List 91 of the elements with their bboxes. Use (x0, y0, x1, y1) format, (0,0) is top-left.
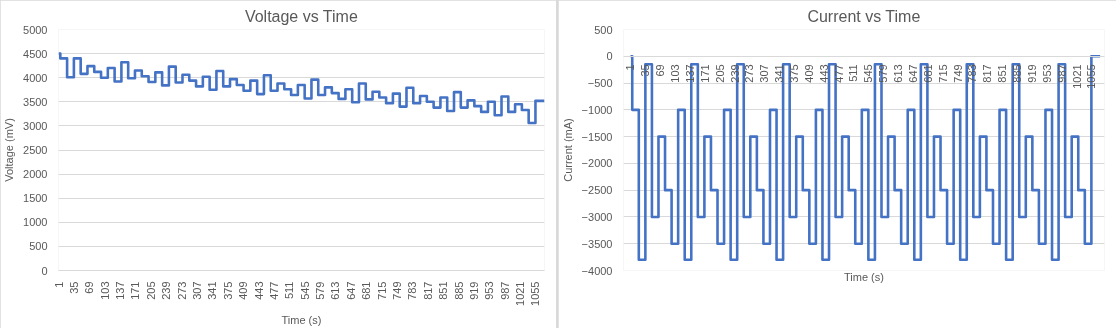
x-tick-label: 307 (190, 281, 203, 300)
x-tick-label: 1055 (529, 281, 542, 306)
x-tick-label: 103 (98, 281, 111, 300)
x-tick-label: 477 (267, 281, 280, 300)
y-tick-label: −1000 (581, 103, 613, 116)
x-tick-label: 409 (237, 281, 250, 300)
x-tick-label: 35 (639, 64, 652, 77)
x-tick-label: 409 (802, 64, 815, 83)
x-tick-label: 1021 (514, 281, 527, 306)
x-tick-label: 749 (951, 64, 964, 83)
chart-title: Voltage vs Time (244, 7, 358, 25)
x-tick-label: 545 (298, 281, 311, 300)
x-tick-label: 1021 (1070, 64, 1083, 89)
y-tick-label: −3500 (581, 237, 613, 250)
y-tick-label: −1500 (581, 130, 613, 143)
x-tick-label: 273 (743, 64, 756, 83)
y-tick-label: 5000 (23, 23, 48, 36)
x-tick-label: 851 (996, 64, 1009, 83)
x-tick-label: 613 (892, 64, 905, 83)
x-tick-label: 579 (877, 64, 890, 83)
y-tick-label: −4000 (581, 264, 613, 277)
x-tick-label: 375 (221, 281, 234, 300)
y-tick-label: 0 (41, 264, 48, 277)
y-axis-title: Current (mA) (561, 118, 574, 182)
x-tick-label: 885 (1011, 64, 1024, 83)
x-tick-label: 205 (713, 64, 726, 83)
x-tick-label: 817 (981, 64, 994, 83)
y-tick-label: 4000 (23, 71, 48, 84)
y-tick-label: 0 (606, 50, 613, 63)
x-tick-label: 341 (773, 64, 786, 83)
y-tick-label: −2500 (581, 184, 613, 197)
y-tick-label: 1500 (23, 192, 48, 205)
x-tick-label: 851 (437, 281, 450, 300)
x-tick-label: 239 (160, 281, 173, 300)
x-tick-label: 817 (421, 281, 434, 300)
x-tick-label: 885 (452, 281, 465, 300)
x-tick-label: 239 (728, 64, 741, 83)
x-tick-label: 953 (1040, 64, 1053, 83)
x-tick-label: 35 (67, 281, 80, 294)
x-tick-label: 783 (966, 64, 979, 83)
x-tick-label: 511 (283, 281, 296, 300)
x-tick-label: 715 (936, 64, 949, 83)
x-tick-label: 987 (498, 281, 511, 300)
x-tick-label: 715 (375, 281, 388, 300)
y-tick-label: −2000 (581, 157, 613, 170)
y-tick-label: 1000 (23, 216, 48, 229)
x-tick-label: 613 (329, 281, 342, 300)
x-tick-label: 477 (832, 64, 845, 83)
x-tick-label: 273 (175, 281, 188, 300)
x-tick-label: 1055 (1085, 64, 1098, 89)
y-tick-label: −500 (587, 77, 613, 90)
chart-title: Current vs Time (807, 7, 921, 25)
y-tick-label: 4500 (23, 47, 48, 60)
x-tick-label: 375 (788, 64, 801, 83)
y-tick-label: 500 (594, 23, 613, 36)
x-tick-label: 1 (624, 64, 637, 71)
x-tick-label: 783 (406, 281, 419, 300)
x-axis-title: Time (s) (281, 313, 322, 326)
x-tick-label: 443 (817, 64, 830, 83)
x-tick-label: 681 (921, 64, 934, 83)
x-axis-title: Time (s) (844, 270, 884, 283)
x-tick-label: 341 (206, 281, 219, 300)
x-tick-label: 681 (360, 281, 373, 300)
y-axis-title: Voltage (mV) (3, 118, 16, 182)
y-tick-label: −3000 (581, 210, 613, 223)
x-tick-label: 545 (862, 64, 875, 83)
x-tick-label: 69 (83, 281, 96, 294)
x-tick-label: 579 (314, 281, 327, 300)
y-tick-label: 2500 (23, 144, 48, 156)
x-tick-label: 919 (1025, 64, 1038, 83)
x-tick-label: 171 (129, 281, 142, 300)
x-tick-label: 307 (758, 64, 771, 83)
x-tick-label: 647 (344, 281, 357, 300)
x-tick-label: 69 (654, 64, 667, 77)
x-tick-label: 137 (114, 281, 127, 300)
x-tick-label: 953 (483, 281, 496, 300)
x-tick-label: 205 (144, 281, 157, 300)
y-tick-label: 3500 (23, 95, 48, 108)
x-tick-label: 103 (669, 64, 682, 83)
x-tick-label: 919 (467, 281, 480, 300)
y-tick-label: 3000 (23, 119, 48, 132)
y-tick-label: 500 (29, 240, 48, 253)
x-tick-label: 443 (252, 281, 265, 300)
x-tick-label: 749 (390, 281, 403, 300)
x-tick-label: 987 (1055, 64, 1068, 83)
x-tick-label: 171 (698, 64, 711, 83)
x-tick-label: 511 (847, 64, 860, 82)
x-tick-label: 137 (683, 64, 696, 83)
y-tick-label: 2000 (23, 168, 48, 181)
x-tick-label: 647 (906, 64, 919, 83)
x-tick-label: 1 (52, 281, 65, 288)
